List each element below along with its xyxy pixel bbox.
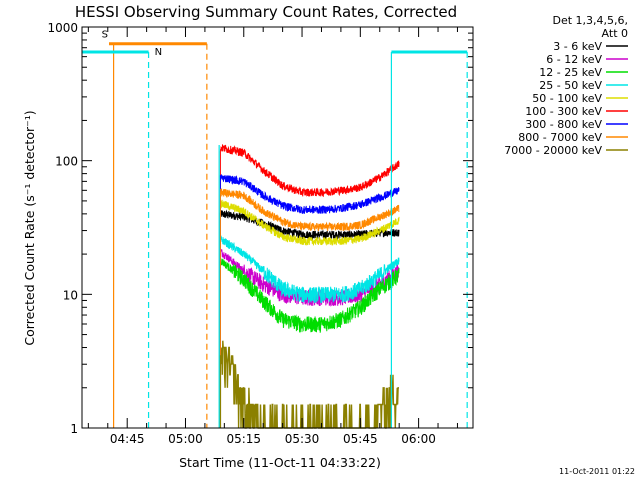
legend-header: Det 1,3,4,5,6,: [552, 14, 628, 27]
legend-entry-label: 3 - 6 keV: [553, 40, 602, 53]
y-tick-label: 10: [63, 288, 78, 302]
x-axis-label: Start Time (11-Oct-11 04:33:22): [179, 455, 381, 470]
x-tick-label: 05:30: [285, 432, 320, 446]
plot-frame: [81, 26, 474, 429]
series-line: [219, 144, 400, 428]
legend-entry-label: 7000 - 20000 keV: [504, 144, 602, 157]
series-line: [219, 199, 400, 428]
series-line: [219, 188, 400, 428]
legend-entry-label: 100 - 300 keV: [525, 105, 602, 118]
series-line: [219, 174, 400, 428]
plot-axes: 1 10 100 1000 04:45 05:00 05:15 05:30 05:45 06:00: [47, 21, 474, 446]
y-axis-label: Corrected Count Rate (s⁻¹ detector⁻¹): [22, 110, 37, 345]
x-tick-label: 05:45: [343, 432, 378, 446]
footer-timestamp: 11-Oct-2011 01:22: [559, 467, 635, 476]
series-line: [219, 258, 400, 428]
y-tick-label: 100: [55, 155, 78, 169]
legend-entry-label: 25 - 50 keV: [539, 79, 602, 92]
data-traces: [219, 144, 400, 429]
legend-entry-label: 50 - 100 keV: [532, 92, 602, 105]
legend-entry-label: 6 - 12 keV: [546, 53, 602, 66]
x-tick-label: 04:45: [110, 432, 145, 446]
night-flag-label: N: [155, 47, 162, 58]
y-tick-label: 1000: [47, 21, 78, 35]
legend-entry-label: 300 - 800 keV: [525, 118, 602, 131]
series-line: [219, 247, 400, 428]
chart-title: HESSI Observing Summary Count Rates, Cor…: [75, 3, 457, 21]
state-flags: SN: [82, 30, 468, 428]
x-tick-label: 05:00: [168, 432, 203, 446]
series-line: [219, 235, 400, 428]
legend-entry-label: 800 - 7000 keV: [518, 131, 602, 144]
legend-header: Att 0: [602, 27, 628, 40]
y-tick-label: 1: [70, 422, 78, 436]
x-tick-label: 06:00: [401, 432, 436, 446]
series-line: [219, 340, 399, 429]
x-tick-label: 05:15: [226, 432, 261, 446]
legend-entry-label: 12 - 25 keV: [539, 66, 602, 79]
saa-flag-label: S: [102, 30, 108, 41]
